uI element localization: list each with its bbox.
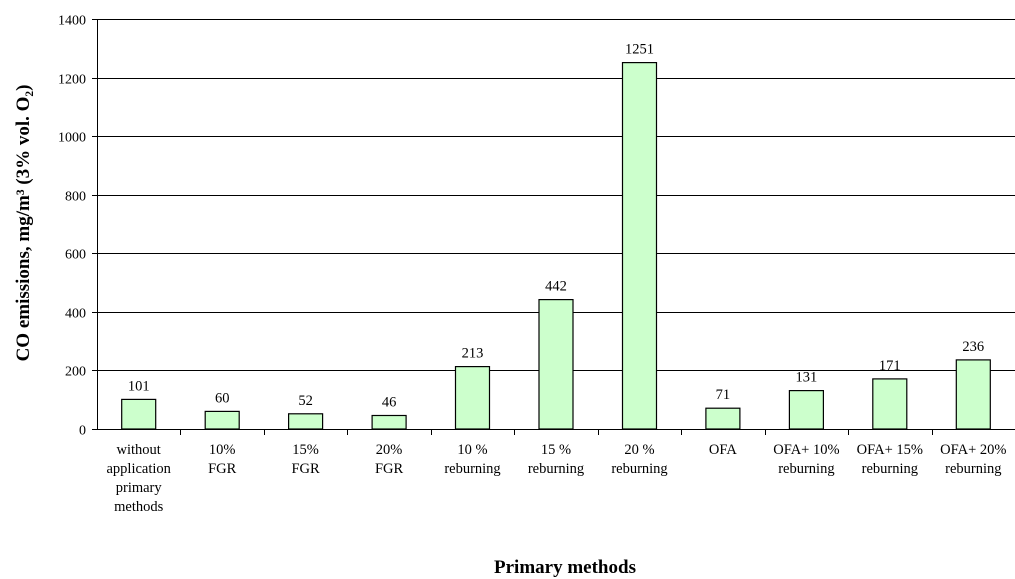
x-category-label-line: 15 % — [541, 442, 571, 458]
y-tick-label: 800 — [65, 190, 86, 205]
x-category-label-line: application — [106, 461, 171, 477]
bar — [538, 299, 574, 430]
y-tick-label: 1200 — [58, 73, 86, 88]
x-category-label-line: methods — [114, 499, 163, 515]
data-labels: 101 60 52 46 213 442 1251 71 131 171 236 — [128, 42, 984, 411]
y-tick-label: 0 — [79, 424, 86, 439]
data-label: 171 — [879, 358, 901, 374]
x-category-label: 20% FGR — [375, 442, 404, 477]
x-category-label-line: FGR — [291, 461, 320, 477]
x-category-label: without application primary methods — [106, 442, 171, 515]
y-tick-label: 600 — [65, 248, 86, 263]
x-category-label-line: 20 % — [624, 442, 654, 458]
y-tick-label: 400 — [65, 307, 86, 322]
x-category-label-line: FGR — [208, 461, 237, 477]
data-label: 46 — [382, 395, 397, 411]
x-category-label-line: OFA+ 15% — [857, 442, 923, 458]
x-category-label: 15% FGR — [291, 442, 320, 477]
data-label: 60 — [215, 390, 230, 406]
x-category-label-line: FGR — [375, 461, 404, 477]
bar — [454, 366, 491, 430]
axes — [92, 19, 1015, 435]
x-category-label-line: 10 % — [457, 442, 487, 458]
y-tick-labels: 0 200 400 600 800 1000 1200 1400 — [58, 14, 86, 439]
x-category-label: 20 % reburning — [611, 442, 667, 477]
data-label: 101 — [128, 378, 150, 394]
data-label: 442 — [545, 279, 567, 295]
data-label: 213 — [462, 346, 484, 362]
x-axis-label: Primary methods — [494, 557, 636, 578]
data-label: 52 — [298, 393, 313, 409]
x-category-label: OFA+ 20% reburning — [940, 442, 1006, 477]
x-category-label-line: reburning — [528, 461, 584, 477]
x-category-label: OFA — [709, 442, 737, 458]
bar — [788, 390, 825, 430]
bar — [955, 359, 991, 430]
bar — [121, 398, 157, 430]
x-category-label: 10% FGR — [208, 442, 237, 477]
x-category-label-line: 10% — [209, 442, 236, 458]
bar — [204, 410, 240, 430]
x-category-label-line: OFA+ 20% — [940, 442, 1006, 458]
x-category-label: OFA+ 10% reburning — [773, 442, 839, 477]
x-category-label-line: 15% — [292, 442, 319, 458]
bar — [705, 407, 741, 430]
gridlines — [97, 19, 1015, 371]
x-category-label-line: 20% — [376, 442, 403, 458]
x-category-label: 15 % reburning — [528, 442, 584, 477]
x-category-label-line: primary — [116, 480, 163, 496]
x-category-label-line: reburning — [778, 461, 834, 477]
x-category-label-line: OFA — [709, 442, 737, 458]
x-category-label-line: OFA+ 10% — [773, 442, 839, 458]
y-tick-label: 200 — [65, 365, 86, 380]
bar — [288, 413, 324, 430]
data-label: 236 — [962, 339, 984, 355]
x-category-label-line: reburning — [945, 461, 1001, 477]
y-tick-label: 1000 — [58, 131, 86, 146]
x-category-label-line: reburning — [444, 461, 500, 477]
data-label: 1251 — [625, 42, 654, 58]
x-category-label-line: reburning — [611, 461, 667, 477]
data-label: 131 — [796, 370, 818, 386]
x-category-label: OFA+ 15% reburning — [857, 442, 923, 477]
y-axis-label: CO emissions, mg/m³ (3% vol. O₂) — [13, 85, 34, 362]
x-category-label-line: reburning — [862, 461, 918, 477]
bar — [371, 414, 407, 430]
bar — [621, 61, 658, 430]
bar — [872, 378, 908, 430]
y-tick-label: 1400 — [58, 14, 86, 29]
x-category-label-line: without — [117, 442, 161, 458]
data-label: 71 — [716, 387, 731, 403]
bars — [121, 61, 991, 430]
x-category-label: 10 % reburning — [444, 442, 500, 477]
